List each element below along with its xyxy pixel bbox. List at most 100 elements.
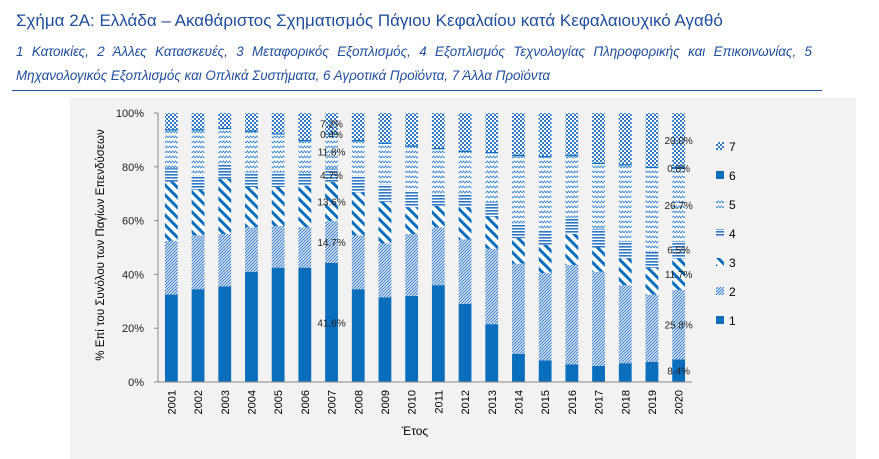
y-tick-label: 60% xyxy=(122,216,144,228)
bar-segment-5-2019 xyxy=(645,168,659,252)
bar-segment-1-2010 xyxy=(405,295,419,382)
x-tick-label: 2015 xyxy=(540,390,552,414)
bar-segment-3-2005 xyxy=(271,186,285,226)
bar-segment-5-2012 xyxy=(458,152,472,194)
y-tick-label: 0% xyxy=(128,377,144,389)
bar-segment-7-2004 xyxy=(245,113,258,131)
bar-segment-6-2001 xyxy=(164,129,178,131)
bar-segment-2-2013 xyxy=(485,248,499,325)
bar-segment-2-2007 xyxy=(325,220,338,263)
bar-segment-7-2015 xyxy=(538,113,552,157)
bar-segment-3-2004 xyxy=(245,186,258,228)
bar-segment-3-2010 xyxy=(405,207,419,235)
bar-segment-5-2014 xyxy=(512,156,525,224)
legend-label: 3 xyxy=(729,256,736,270)
bar-segment-3-2001 xyxy=(164,181,178,241)
x-tick-label: 2017 xyxy=(594,390,606,414)
data-label: 0.4% xyxy=(320,130,343,141)
bar-segment-3-2009 xyxy=(378,201,392,244)
bar-segment-7-2016 xyxy=(565,113,579,155)
bar-segment-4-2010 xyxy=(405,191,419,208)
bar-segment-3-2017 xyxy=(592,247,605,272)
bar-segment-1-2012 xyxy=(458,303,472,382)
bar-segment-2-2009 xyxy=(378,243,392,298)
bar-segment-1-2011 xyxy=(431,285,445,382)
bar-segment-2-2016 xyxy=(565,264,579,365)
bar-segment-4-2007 xyxy=(325,168,338,182)
bar-segment-6-2002 xyxy=(191,129,205,131)
bar-segment-6-2013 xyxy=(485,152,499,154)
bar-segment-7-2013 xyxy=(485,113,499,153)
bar-segment-6-2015 xyxy=(538,156,552,158)
bar-segment-4-2017 xyxy=(592,228,605,248)
bar-segment-3-2008 xyxy=(351,192,365,236)
x-tick-label: 2003 xyxy=(220,390,232,414)
bar-segment-3-2011 xyxy=(431,205,445,228)
bar-segment-3-2016 xyxy=(565,234,579,265)
bar-segment-4-2016 xyxy=(565,217,579,235)
x-tick-label: 2005 xyxy=(273,390,285,414)
bar-segment-6-2017 xyxy=(592,162,605,165)
bar-segment-6-2006 xyxy=(298,139,312,142)
bar-segment-1-2003 xyxy=(218,286,232,382)
x-tick-label: 2016 xyxy=(567,390,579,414)
legend-swatch-1 xyxy=(716,316,724,324)
legend-swatch-5 xyxy=(716,200,724,208)
legend-label: 2 xyxy=(729,285,736,299)
bar-segment-6-2009 xyxy=(378,142,392,144)
data-label: 26.7% xyxy=(664,201,692,212)
bar-segment-1-2009 xyxy=(378,297,392,382)
data-label: 13.6% xyxy=(317,197,345,208)
x-tick-label: 2012 xyxy=(460,390,472,414)
bar-segment-5-2020 xyxy=(672,169,686,241)
bar-segment-2-2015 xyxy=(538,273,552,361)
bar-segment-5-2008 xyxy=(351,141,365,177)
bar-segment-2-2008 xyxy=(351,235,365,290)
bar-segment-2-2012 xyxy=(458,239,472,304)
bar-segment-2-2003 xyxy=(218,234,232,287)
bar-segment-2-2019 xyxy=(645,294,659,362)
bar-segment-7-2005 xyxy=(271,113,285,134)
bar-segment-5-2006 xyxy=(298,141,312,174)
bar-segment-1-2014 xyxy=(512,353,525,382)
bar-segment-1-2007 xyxy=(325,262,338,382)
legend-label: 1 xyxy=(729,314,736,328)
bar-segment-3-2020 xyxy=(672,258,686,290)
bar-segment-3-2002 xyxy=(191,189,205,236)
bar-segment-5-2007 xyxy=(325,134,338,169)
y-tick-label: 40% xyxy=(122,269,144,281)
bar-segment-6-2003 xyxy=(218,127,232,130)
bar-segment-7-2007 xyxy=(325,113,338,134)
x-tick-label: 2013 xyxy=(487,390,499,414)
x-tick-label: 2019 xyxy=(647,390,659,414)
bar-segment-5-2018 xyxy=(618,165,632,243)
figure-subtitle: 1 Κατοικίες, 2 Άλλες Κατασκευές, 3 Μεταφ… xyxy=(16,44,812,83)
bar-segment-7-2018 xyxy=(618,113,632,165)
bar-segment-5-2011 xyxy=(431,149,445,194)
bar-segment-7-2010 xyxy=(405,113,419,146)
bar-segment-3-2019 xyxy=(645,267,659,295)
bar-segment-1-2018 xyxy=(618,363,632,382)
x-axis-label: Έτος xyxy=(401,424,429,438)
x-tick-label: 2020 xyxy=(674,390,686,414)
data-labels: 7.2%0.4% 11.8% 4.7% 13.6% 14.7% 41.6% 20.0% 0.8… xyxy=(317,119,693,377)
bar-segment-7-2008 xyxy=(351,113,365,140)
bar-segment-4-2013 xyxy=(485,201,499,217)
y-tick-label: 80% xyxy=(122,162,144,174)
bar-segment-6-2011 xyxy=(431,147,445,150)
x-tick-label: 2002 xyxy=(193,390,205,414)
bar-segment-7-2014 xyxy=(512,113,525,155)
data-label: 0.8% xyxy=(667,164,690,175)
bar-segment-6-2005 xyxy=(271,133,285,135)
bar-segment-1-2005 xyxy=(271,267,285,382)
bar-segment-4-2015 xyxy=(538,230,552,245)
bar-segment-7-2001 xyxy=(164,113,178,130)
bar-segment-7-2003 xyxy=(218,113,232,128)
legend-label: 6 xyxy=(729,169,736,183)
bar-segment-6-2012 xyxy=(458,150,472,153)
x-tick-label: 2010 xyxy=(407,390,419,414)
bar-segment-2-2010 xyxy=(405,234,419,296)
bar-segment-3-2013 xyxy=(485,216,499,249)
bar-segment-6-2007 xyxy=(325,133,338,135)
x-tick-label: 2014 xyxy=(513,390,525,414)
